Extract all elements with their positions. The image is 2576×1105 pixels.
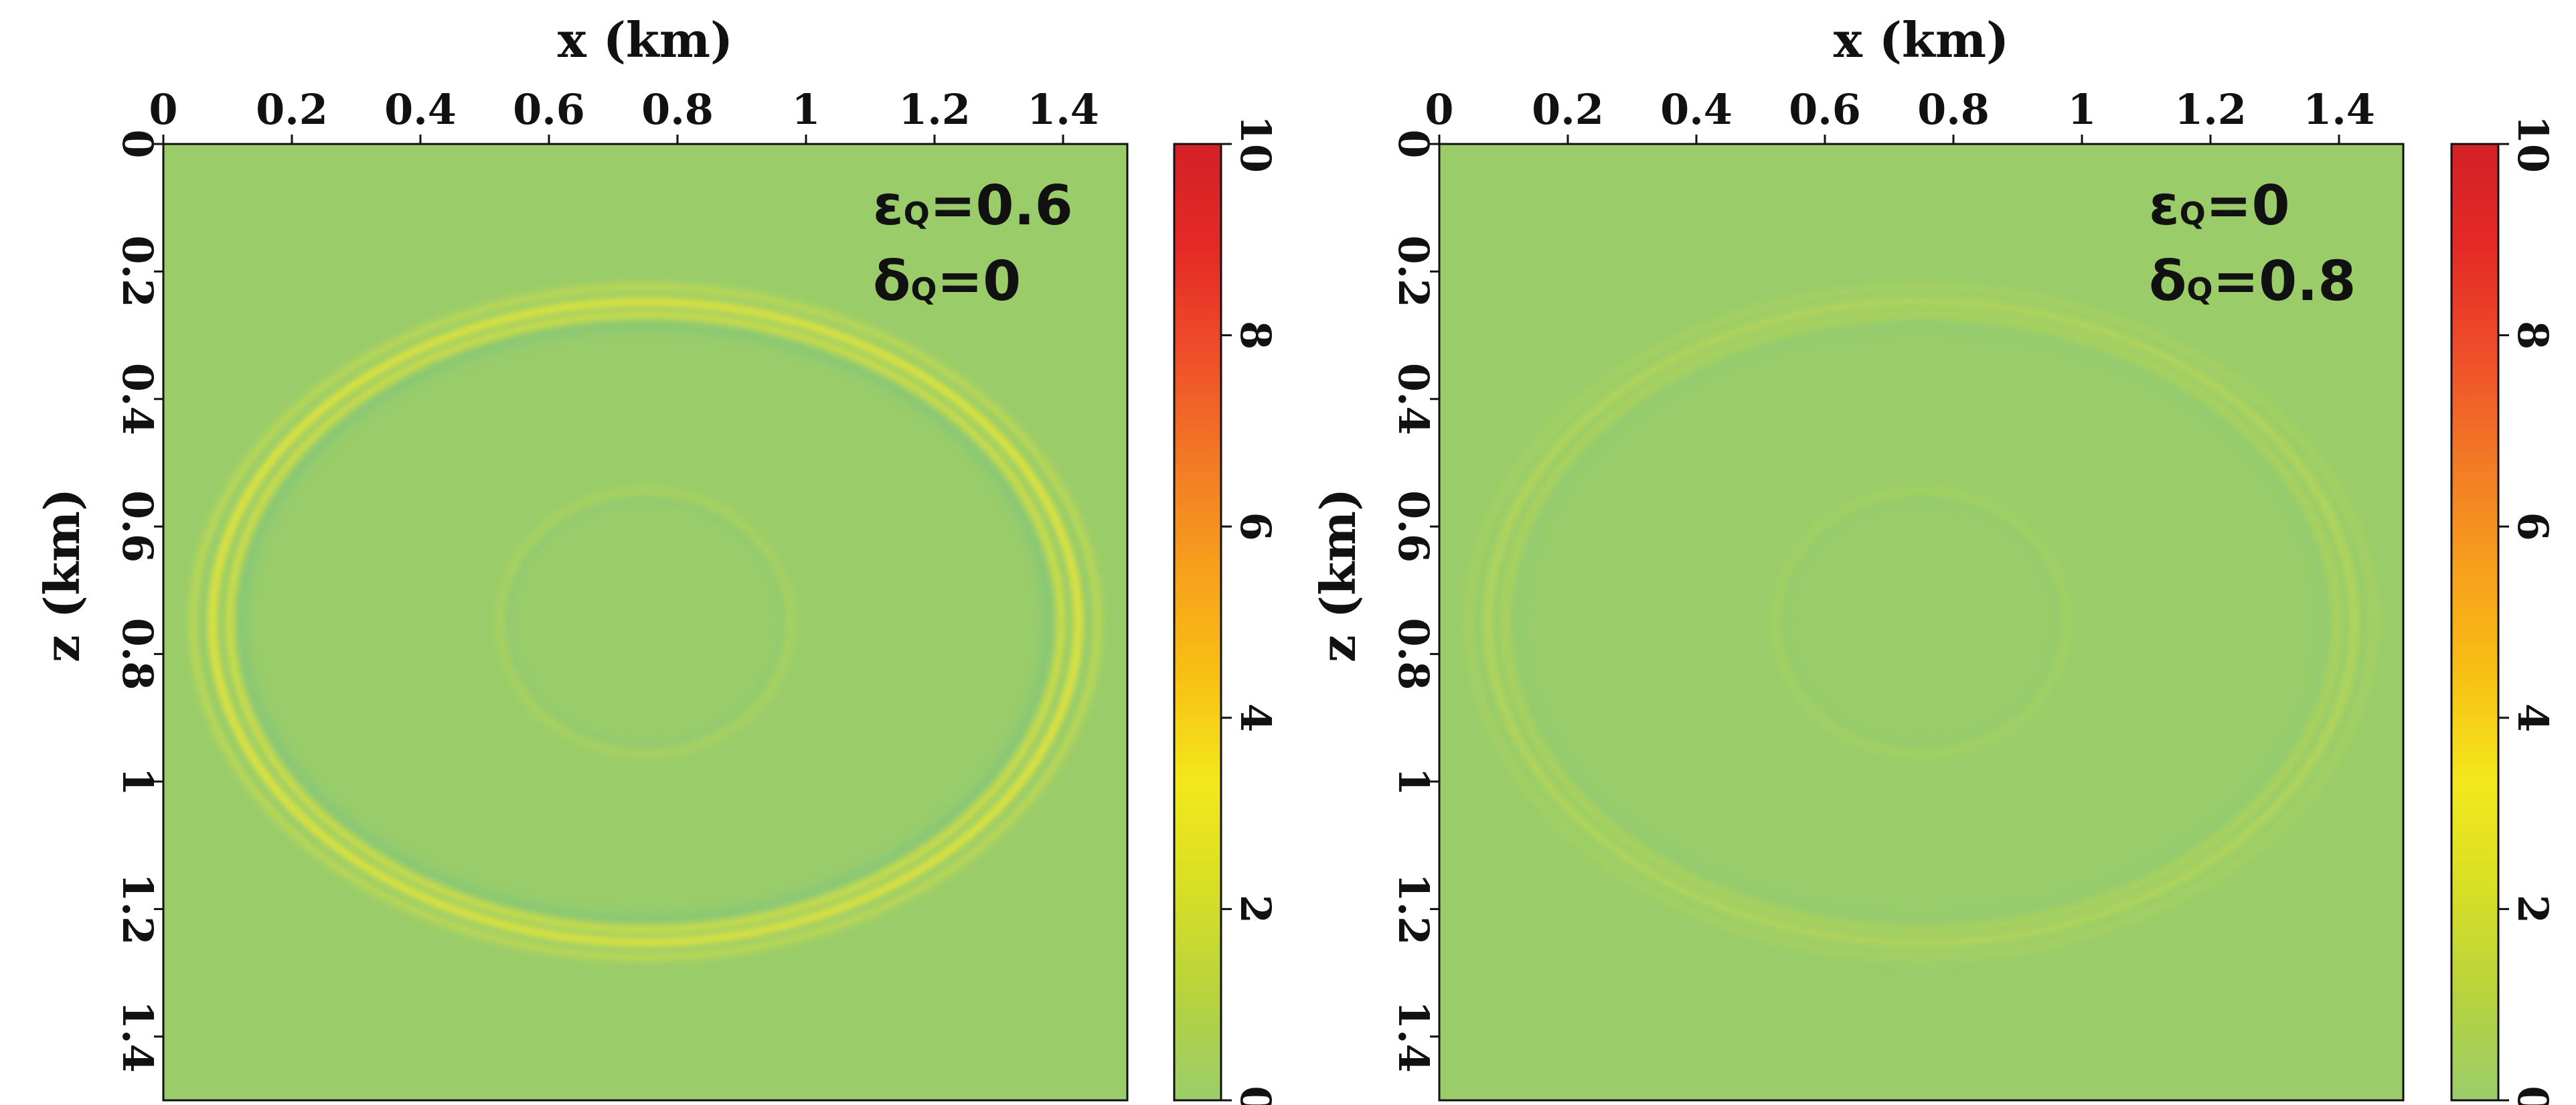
- y-tick-label: 1: [1389, 767, 1438, 796]
- wavefront-ring: [1502, 311, 2341, 934]
- colorbar-tick-label: 0: [2508, 1086, 2557, 1105]
- x-tick-label: 0.8: [1917, 85, 1990, 134]
- y-axis-label: z (km): [1309, 488, 1366, 662]
- wavefront-ring: [1483, 297, 2359, 947]
- x-tick-label: 0: [149, 85, 177, 134]
- wavefront-ring: [1493, 305, 2350, 940]
- annotation-line-1: εQ=0: [2149, 174, 2290, 238]
- colorbar-tick-label: 2: [2508, 895, 2557, 924]
- x-tick-label: 0.8: [641, 85, 714, 134]
- y-tick-label: 0: [113, 129, 162, 158]
- wavefront-ring: [1475, 291, 2367, 953]
- epsilon-value: =0.6: [930, 174, 1073, 238]
- x-tick-label: 0.4: [384, 85, 457, 134]
- inner-wavefront-ring: [1782, 497, 2061, 747]
- panel-right: 0 0.2 0.4 0.6 0.8 1 1.2 1.4 x (km) 0 0.2 0.4 0.6 0.8 1…: [1309, 11, 2557, 1105]
- y-tick-label: 1.4: [113, 1001, 162, 1073]
- x-tick-label: 0.4: [1660, 85, 1733, 134]
- inner-wavefront-ring: [497, 488, 794, 757]
- x-tick-label: 1.2: [898, 85, 971, 134]
- plot-frame: [162, 143, 1129, 1102]
- y-tick-label: 0.2: [113, 235, 162, 307]
- x-tick-label: 1: [2067, 85, 2096, 134]
- delta-value: =0: [937, 250, 1021, 313]
- y-tick-label: 0: [1389, 129, 1438, 158]
- y-tick-label: 0.4: [113, 363, 162, 435]
- annotation-line-2: δQ=0.8: [2149, 250, 2356, 313]
- wavefront-group: [190, 285, 1101, 960]
- x-tick-label: 1.2: [2174, 85, 2247, 134]
- colorbar-tick-label: 4: [1231, 703, 1280, 732]
- epsilon-subscript: Q: [904, 196, 930, 232]
- wavefront-ring: [190, 285, 1101, 960]
- wavefront-ring: [1466, 285, 2377, 960]
- wavefront-ring: [234, 316, 1057, 928]
- wavefront-ring: [208, 297, 1083, 947]
- colorbar-tick-label: 10: [2508, 115, 2557, 173]
- colorbar-tick-label: 4: [2508, 703, 2557, 732]
- x-tick-label: 0.6: [1789, 85, 1861, 134]
- colorbar-frame: [1173, 143, 1222, 1102]
- wavefront-ring: [199, 291, 1091, 953]
- annotation-line-1: εQ=0.6: [873, 174, 1073, 238]
- y-tick-label: 1.4: [1389, 1001, 1438, 1073]
- epsilon-symbol: ε: [2149, 174, 2180, 238]
- colorbar: [2451, 144, 2498, 1100]
- panel-left: 0 0.2 0.4 0.6 0.8 1 1.2 1.4 x (km) 0 0.2 0.4 0.6 0.8 1…: [33, 11, 1280, 1105]
- y-tick-label: 0.6: [113, 490, 162, 563]
- x-axis-label: x (km): [1834, 11, 2009, 68]
- y-axis-label: z (km): [33, 488, 90, 662]
- x-tick-label: 0: [1425, 85, 1453, 134]
- y-tick-label: 0.8: [113, 618, 162, 690]
- colorbar-tick-label: 6: [2508, 512, 2557, 541]
- colorbar-tick-label: 0: [1231, 1086, 1280, 1105]
- epsilon-value: =0: [2206, 174, 2290, 238]
- x-tick-label: 1.4: [1027, 85, 1099, 134]
- inner-wavefront-ring: [506, 497, 785, 747]
- x-tick-label: 1: [791, 85, 820, 134]
- plot-frame: [1438, 143, 2405, 1102]
- epsilon-subscript: Q: [2180, 196, 2206, 232]
- delta-subscript: Q: [910, 271, 937, 307]
- colorbar-tick-label: 10: [1231, 115, 1280, 173]
- colorbar-tick-label: 6: [1231, 512, 1280, 541]
- delta-symbol: δ: [2149, 250, 2186, 313]
- delta-symbol: δ: [873, 250, 910, 313]
- colorbar-tick-label: 8: [2508, 321, 2557, 350]
- colorbar-tick-label: 8: [1231, 321, 1280, 350]
- colorbar: [1174, 144, 1221, 1100]
- x-tick-label: 0.6: [513, 85, 585, 134]
- wavefront-ring: [226, 311, 1065, 934]
- y-tick-label: 0.4: [1389, 363, 1438, 435]
- x-axis-label: x (km): [558, 11, 733, 68]
- annotation-line-2: δQ=0: [873, 250, 1021, 313]
- delta-subscript: Q: [2186, 271, 2212, 307]
- y-tick-label: 0.2: [1389, 235, 1438, 307]
- x-tick-label: 0.2: [256, 85, 328, 134]
- wavefront-group: [1466, 285, 2377, 960]
- colorbar-tick-label: 2: [1231, 895, 1280, 924]
- y-tick-label: 0.6: [1389, 490, 1438, 563]
- delta-value: =0.8: [2212, 250, 2356, 313]
- y-tick-label: 1.2: [113, 873, 162, 945]
- y-tick-label: 1: [113, 767, 162, 796]
- colorbar-frame: [2450, 143, 2500, 1102]
- y-tick-label: 0.8: [1389, 618, 1438, 690]
- wavefront-ring: [217, 305, 1074, 940]
- epsilon-symbol: ε: [873, 174, 904, 238]
- x-tick-label: 0.2: [1532, 85, 1604, 134]
- y-tick-label: 1.2: [1389, 873, 1438, 945]
- inner-wavefront-ring: [1773, 488, 2070, 757]
- x-tick-label: 1.4: [2303, 85, 2375, 134]
- wavefront-ring: [1510, 316, 2333, 928]
